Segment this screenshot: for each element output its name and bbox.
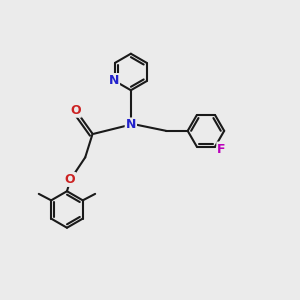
Text: N: N (126, 118, 136, 131)
Text: F: F (217, 142, 226, 155)
Text: N: N (109, 74, 119, 87)
Text: O: O (64, 173, 75, 186)
Text: O: O (70, 104, 81, 117)
